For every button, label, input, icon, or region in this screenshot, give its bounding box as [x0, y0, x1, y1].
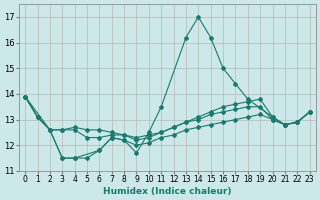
X-axis label: Humidex (Indice chaleur): Humidex (Indice chaleur): [103, 187, 232, 196]
